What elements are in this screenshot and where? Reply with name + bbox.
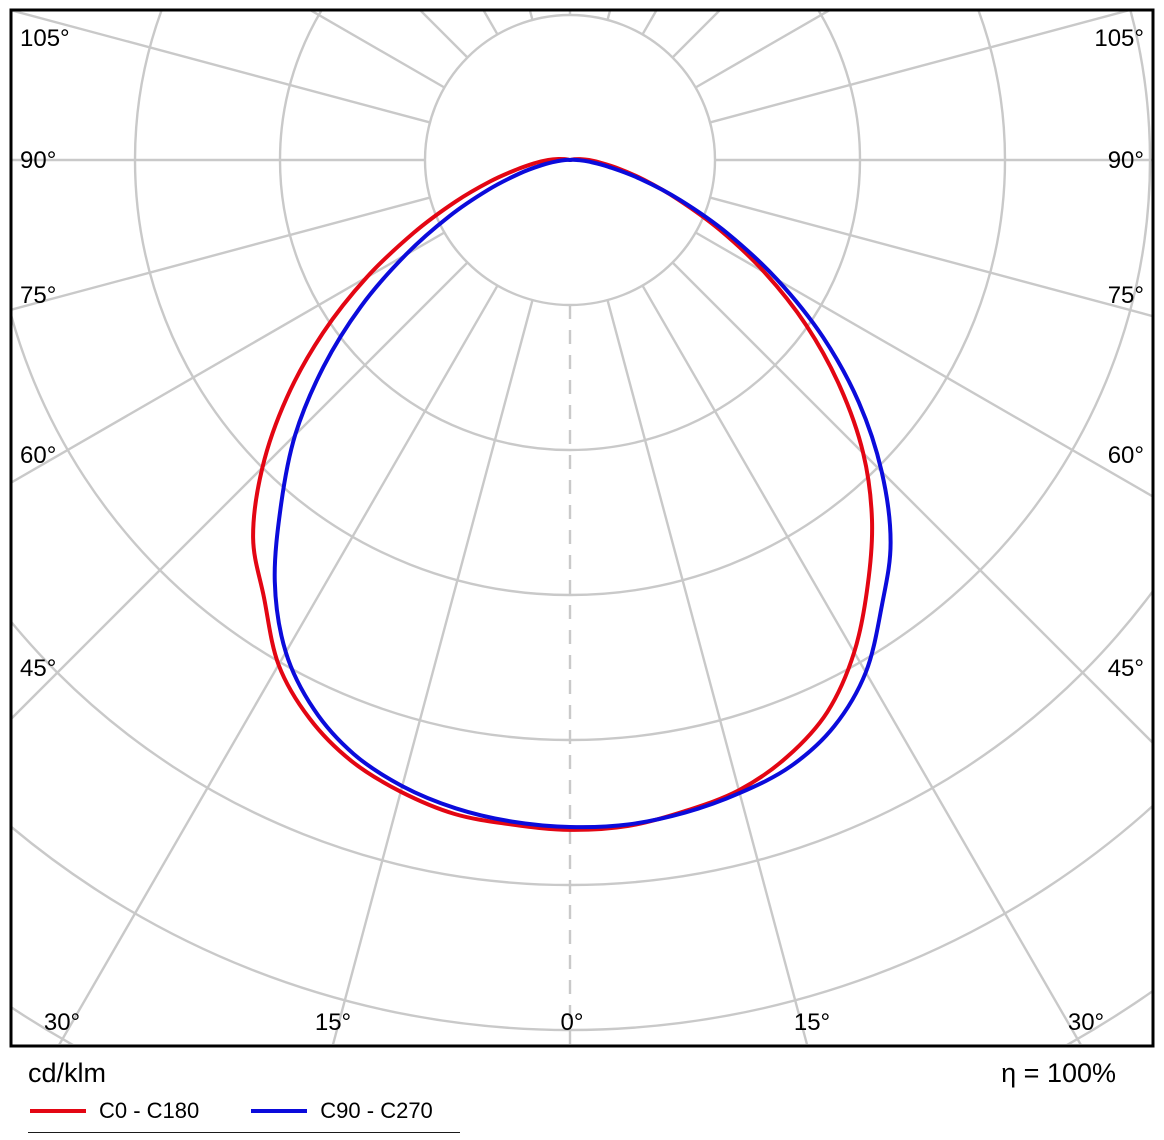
angle-labels: 0° 15° 15° 30° 30° 45° 45° 60° 60° 75° 75° 90° 90° 10… (20, 25, 1144, 1036)
angle-label: 45° (1108, 655, 1144, 682)
legend-item-c90-c270: C90 - C270 (251, 1098, 433, 1124)
c0-c180-line-swatch (30, 1109, 86, 1113)
angle-label: 60° (1108, 442, 1144, 469)
efficiency-label: η = 100% (1001, 1058, 1116, 1088)
angle-label: 90° (1108, 147, 1144, 174)
angle-label: 45° (20, 655, 56, 682)
angle-label: 60° (20, 442, 56, 469)
angle-label: 30° (44, 1009, 80, 1036)
polar-chart: 0° 15° 15° 30° 30° 45° 45° 60° 60° 75° 75° 90° 90° 10… (9, 8, 1155, 1048)
angle-label: 15° (794, 1009, 830, 1036)
legend-label-c0-c180: C0 - C180 (99, 1098, 200, 1123)
angle-label: 90° (20, 147, 56, 174)
curve-c0-c180 (251, 156, 875, 832)
chart-footer: cd/klm η = 100% C0 - C180 C90 - C270 (0, 1052, 1164, 1140)
units-label: cd/klm (28, 1058, 107, 1088)
curves (251, 156, 893, 832)
chart-frame (9, 8, 1155, 1048)
curve-c90-c270 (272, 157, 893, 830)
angle-label: 30° (1068, 1009, 1104, 1036)
legend: C0 - C180 C90 - C270 (30, 1098, 433, 1124)
angle-label: 105° (1094, 25, 1144, 52)
angle-label: 105° (20, 25, 70, 52)
angle-label: 0° (561, 1009, 584, 1036)
polar-grid (12, 11, 1152, 1044)
c90-c270-line-swatch (251, 1109, 308, 1113)
legend-underline (28, 1132, 460, 1133)
angle-label: 75° (1108, 282, 1144, 309)
legend-item-c0-c180: C0 - C180 (30, 1098, 199, 1124)
angle-label: 75° (20, 282, 56, 309)
angle-label: 15° (315, 1009, 351, 1036)
legend-label-c90-c270: C90 - C270 (320, 1098, 433, 1123)
